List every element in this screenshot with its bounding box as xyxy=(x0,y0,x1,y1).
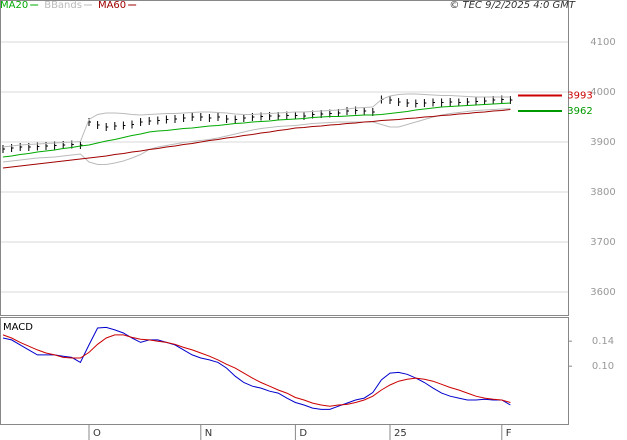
price-bar xyxy=(174,115,177,123)
price-bar xyxy=(79,141,83,149)
x-tick-label: 25 xyxy=(394,428,407,439)
x-tick-label: N xyxy=(205,428,212,439)
series-line xyxy=(2,334,511,407)
macd-title: MACD xyxy=(3,322,33,333)
price-bar xyxy=(105,123,109,131)
y-tick-label: 4000 xyxy=(590,87,615,98)
y-tick-label: 3600 xyxy=(590,287,615,298)
price-bar xyxy=(475,97,478,106)
price-bar xyxy=(509,96,513,104)
price-bar xyxy=(217,113,220,121)
price-bar xyxy=(432,98,435,107)
price-bar xyxy=(398,98,401,106)
price-bar xyxy=(441,98,444,107)
chart-title: © TEC 9/2/2025 4:0 GMT xyxy=(449,0,576,11)
series-line xyxy=(2,102,511,158)
series-line xyxy=(2,109,511,169)
price-bar xyxy=(346,107,349,115)
price-bar xyxy=(19,143,23,151)
price-bar xyxy=(11,144,14,152)
price-bar xyxy=(191,113,195,121)
price-bar xyxy=(466,98,470,106)
price-bar xyxy=(200,113,203,121)
price-bar xyxy=(363,107,367,115)
price-bar xyxy=(97,121,100,129)
price-bar xyxy=(2,145,5,153)
price-bar xyxy=(449,98,453,106)
x-tick-label: O xyxy=(93,428,101,439)
price-panel xyxy=(0,0,569,316)
price-bar xyxy=(148,117,152,125)
price-bar xyxy=(243,114,246,122)
series-line xyxy=(2,326,511,410)
price-bar xyxy=(183,114,186,122)
series-line xyxy=(2,108,511,165)
y-tick-label: 3900 xyxy=(590,137,615,148)
y-tick-label: 0.10 xyxy=(592,361,614,372)
legend-label: MA60 xyxy=(98,0,126,11)
y-tick-label: 4100 xyxy=(590,37,615,48)
price-bar xyxy=(415,99,418,108)
y-tick-label: 3800 xyxy=(590,187,615,198)
price-bar xyxy=(234,115,238,124)
price-bar xyxy=(157,116,160,125)
price-marker-label: 3993 xyxy=(567,91,592,102)
y-tick-label: 3700 xyxy=(590,237,615,248)
x-tick-label: D xyxy=(299,428,307,439)
series-line xyxy=(2,93,511,148)
x-tick-label: F xyxy=(506,428,512,439)
legend-label: MA20 xyxy=(0,0,28,11)
price-bar xyxy=(406,99,410,107)
price-bar xyxy=(484,97,487,105)
price-bar xyxy=(114,122,117,130)
price-bar xyxy=(226,115,229,123)
price-bar xyxy=(208,114,212,122)
price-marker-label: 3962 xyxy=(567,106,592,117)
price-bar xyxy=(140,118,143,126)
price-bar xyxy=(165,115,169,124)
price-bar xyxy=(423,99,427,107)
y-tick-label: 0.14 xyxy=(592,336,614,347)
price-bar xyxy=(131,120,134,129)
legend-label: BBands xyxy=(44,0,82,11)
macd-panel xyxy=(0,317,569,425)
price-bar xyxy=(122,121,126,130)
price-bar xyxy=(389,96,392,104)
price-bar xyxy=(294,111,298,120)
price-bar xyxy=(458,98,461,107)
